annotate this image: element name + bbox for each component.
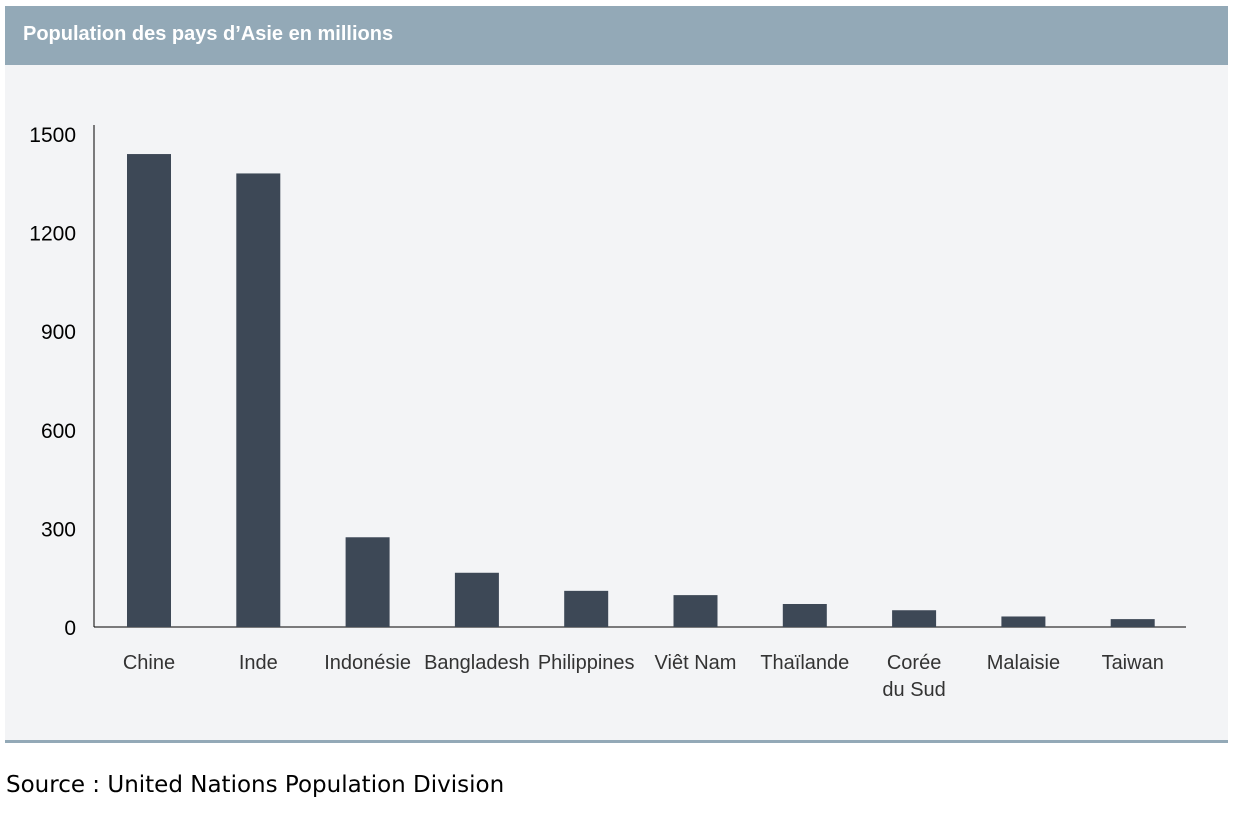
bar-tha-lande (782, 603, 827, 627)
x-tick-label: Corée du Sud (882, 652, 945, 701)
y-tick-label: 900 (41, 321, 76, 344)
bar-vi-t-nam (673, 595, 718, 627)
y-tick-label: 1200 (29, 223, 76, 246)
x-tick-label: Inde (239, 652, 278, 674)
x-tick-label: Malaisie (987, 652, 1060, 674)
bar-chine (127, 154, 171, 628)
y-tick-label: 0 (64, 617, 76, 640)
bar-malaisie (1001, 616, 1046, 627)
chart-header: Population des pays d’Asie en millions (5, 6, 1228, 65)
x-tick-label: Viêt Nam (655, 652, 737, 674)
source-note: Source : United Nations Population Divis… (6, 772, 505, 798)
x-tick-label: Bangladesh (424, 652, 530, 674)
bar-indon-sie (345, 537, 390, 627)
x-tick-label: Chine (123, 652, 175, 674)
x-tick-label: Thaïlande (760, 652, 849, 674)
bar-chart: 0 300 600 900 1200 1500 Chine Inde Indonésie Bang… (29, 124, 1186, 701)
y-tick-label: 1500 (29, 124, 76, 147)
bar-bangladesh (454, 572, 499, 627)
x-tick-label: Philippines (538, 652, 635, 674)
bar-inde (236, 173, 281, 627)
bar-philippines (564, 590, 609, 627)
x-tick-label: Indonésie (324, 652, 411, 674)
y-tick-label: 600 (41, 420, 76, 443)
x-tick-label: Taiwan (1102, 652, 1164, 674)
chart-title: Population des pays d’Asie en millions (23, 23, 394, 45)
chart-panel: Population des pays d’Asie en millions (5, 6, 1228, 743)
bar-taiwan (1110, 619, 1155, 627)
bar-cor-e-du-sud (892, 610, 937, 627)
y-tick-label: 300 (41, 518, 76, 541)
